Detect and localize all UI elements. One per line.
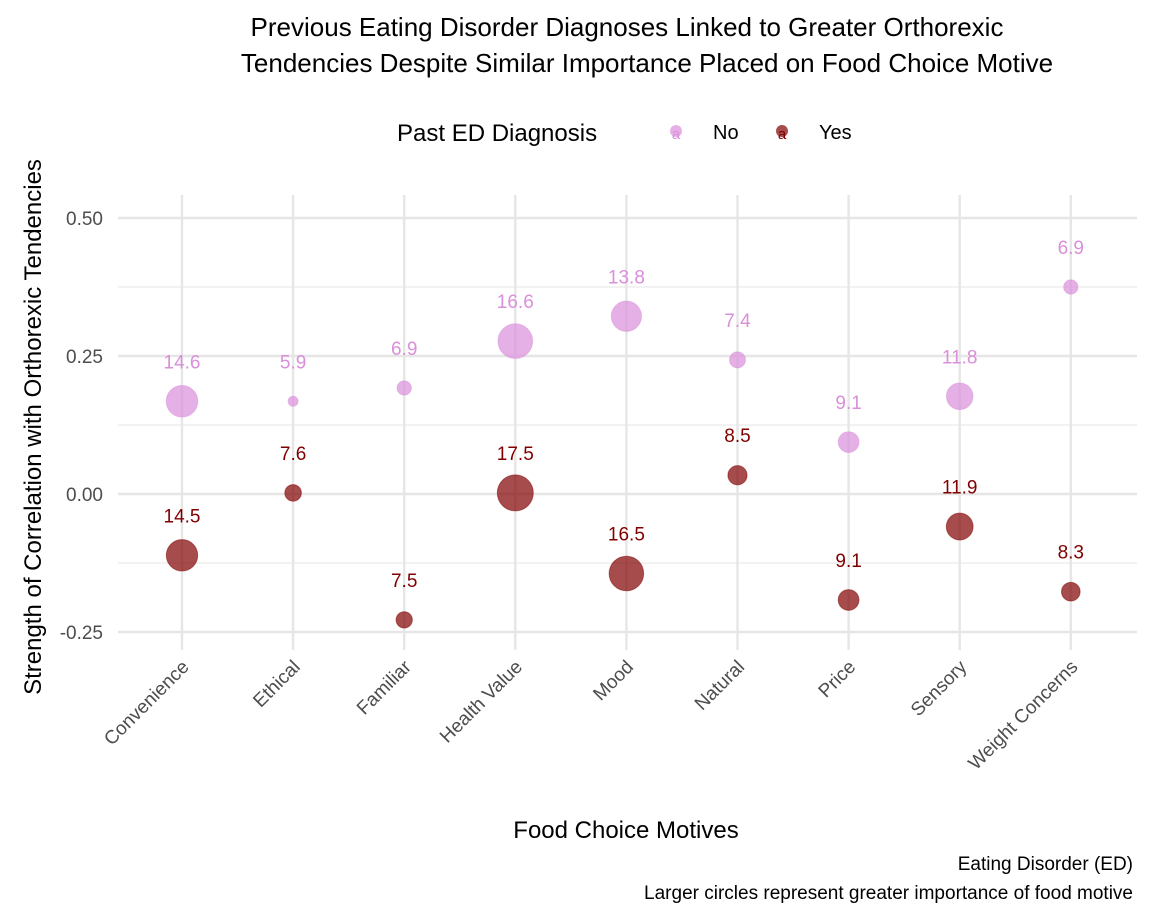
x-tick-label: Mood (589, 657, 637, 705)
data-label-no: 13.8 (608, 267, 645, 288)
y-tick-label: 0.00 (66, 485, 103, 506)
legend-entry-no: a No (670, 122, 739, 144)
data-label-yes: 8.3 (1058, 543, 1084, 564)
point-no (287, 395, 299, 407)
x-tick-label: Familiar (353, 656, 416, 719)
x-tick-label: Price (815, 657, 860, 702)
point-yes (945, 512, 974, 541)
point-yes (165, 539, 199, 572)
caption-line-1: Eating Disorder (ED) (958, 854, 1133, 875)
data-label-no: 16.6 (497, 292, 534, 313)
y-tick-label: 0.25 (66, 347, 103, 368)
y-tick-label: -0.25 (60, 623, 103, 644)
legend-glyph-yes: a (778, 126, 787, 143)
point-yes (284, 484, 302, 502)
data-labels: 14.6 5.9 6.9 16.6 13.8 7.4 9.1 11.8 6.9 14.5 7.6 7.… (164, 238, 1085, 592)
legend: Past ED Diagnosis a No a Yes (397, 120, 852, 147)
data-label-yes: 16.5 (608, 524, 645, 545)
chart-title-line-1: Previous Eating Disorder Diagnoses Linke… (251, 12, 1004, 42)
x-tick-label: Sensory (907, 656, 971, 720)
x-axis-title: Food Choice Motives (513, 817, 738, 844)
data-label-no: 5.9 (280, 352, 306, 373)
x-tick-label: Ethical (249, 657, 304, 712)
x-axis-ticks: Convenience Ethical Familiar Health Value Mo… (100, 656, 1082, 774)
x-tick-label: Convenience (100, 657, 193, 750)
grid (118, 195, 1137, 650)
chart-title-line-2: Tendencies Despite Similar Importance Pl… (241, 48, 1053, 78)
y-axis-title: Strength of Correlation with Orthorexic … (20, 159, 47, 695)
y-axis-ticks: 0.50 0.25 0.00 -0.25 (60, 209, 103, 644)
data-points (165, 279, 1081, 629)
point-yes (1060, 581, 1081, 602)
data-label-yes: 7.6 (280, 444, 306, 465)
point-no (610, 300, 643, 332)
caption: Eating Disorder (ED) Larger circles repr… (644, 854, 1133, 904)
legend-marker-yes (776, 125, 788, 137)
chart-title: Previous Eating Disorder Diagnoses Linke… (241, 12, 1053, 78)
point-yes (727, 465, 748, 486)
legend-glyph-no: a (672, 126, 681, 143)
legend-marker-no (670, 125, 682, 137)
x-tick-label: Weight Concerns (965, 657, 1083, 775)
point-no (396, 380, 412, 396)
caption-line-2: Larger circles represent greater importa… (644, 883, 1133, 904)
point-yes (496, 474, 534, 512)
legend-title: Past ED Diagnosis (397, 120, 597, 147)
data-label-yes: 7.5 (391, 571, 417, 592)
data-label-yes: 8.5 (724, 426, 750, 447)
point-yes (608, 555, 645, 592)
data-label-no: 6.9 (391, 339, 417, 360)
point-no (497, 323, 534, 359)
data-label-no: 9.1 (835, 393, 861, 414)
data-label-yes: 11.9 (942, 478, 978, 499)
point-no (837, 431, 860, 453)
x-tick-label: Health Value (436, 657, 527, 748)
data-label-yes: 14.5 (164, 506, 201, 527)
point-no (945, 382, 974, 411)
data-label-no: 11.8 (942, 347, 978, 368)
data-label-yes: 17.5 (497, 444, 534, 465)
legend-entry-yes: a Yes (776, 122, 852, 144)
data-label-no: 7.4 (724, 311, 751, 332)
point-no (1063, 279, 1079, 295)
data-label-no: 14.6 (164, 352, 201, 373)
point-yes (395, 611, 413, 629)
y-tick-label: 0.50 (66, 209, 103, 230)
point-no (165, 384, 199, 418)
point-yes (837, 589, 860, 611)
data-label-no: 6.9 (1058, 238, 1084, 259)
data-label-yes: 9.1 (835, 551, 861, 572)
legend-label-yes: Yes (819, 122, 852, 144)
legend-label-no: No (713, 122, 739, 144)
x-tick-label: Natural (691, 657, 749, 715)
point-no (729, 351, 746, 369)
